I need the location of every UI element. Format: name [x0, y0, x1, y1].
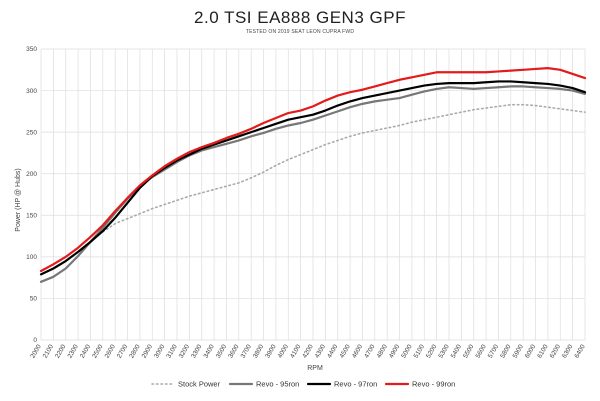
- x-tick-label: 5700: [487, 343, 500, 359]
- y-tick-label: 50: [30, 296, 38, 303]
- y-tick-label: 300: [26, 88, 37, 95]
- x-tick-label: 5800: [499, 343, 512, 359]
- x-tick-label: 2500: [91, 343, 104, 359]
- x-tick-label: 6100: [536, 343, 549, 359]
- y-tick-label: 200: [26, 171, 37, 178]
- x-tick-label: 3700: [240, 343, 253, 359]
- x-tick-label: 2900: [141, 343, 154, 359]
- x-tick-label: 5600: [475, 343, 488, 359]
- y-tick-label: 150: [26, 212, 37, 219]
- legend-label: Revo - 99ron: [412, 380, 455, 389]
- x-tick-label: 6200: [549, 343, 562, 359]
- x-tick-label: 2000: [29, 343, 42, 359]
- x-tick-label: 3400: [203, 343, 216, 359]
- x-tick-label: 2300: [67, 343, 80, 359]
- x-tick-label: 6400: [573, 343, 586, 359]
- x-tick-label: 6300: [561, 343, 574, 359]
- x-tick-label: 6000: [524, 343, 537, 359]
- x-tick-label: 2400: [79, 343, 92, 359]
- legend: Stock Power Revo - 95ron Revo - 97ron Revo …: [151, 380, 455, 389]
- x-tick-label: 3800: [252, 343, 265, 359]
- x-tick-label: 3900: [264, 343, 277, 359]
- x-tick-label: 5000: [400, 343, 413, 359]
- x-tick-label: 3300: [190, 343, 203, 359]
- x-tick-label: 4500: [339, 343, 352, 359]
- x-tick-label: 2100: [42, 343, 55, 359]
- series-line-revo-99ron: [39, 67, 587, 273]
- y-tick-label: 0: [33, 337, 37, 344]
- x-tick-label: 2200: [54, 343, 67, 359]
- x-tick-label: 3200: [178, 343, 191, 359]
- x-tick-label: 5100: [413, 343, 426, 359]
- x-tick-label: 5900: [512, 343, 525, 359]
- chart-subtitle: TESTED ON 2019 SEAT LEON CUPRA FWD: [245, 29, 355, 35]
- x-axis-ticks: 2000 2100 2200 2300 2400 2500 2600 2700 2800 2900…: [29, 343, 586, 359]
- legend-label: Revo - 95ron: [256, 380, 299, 389]
- x-tick-label: 5400: [450, 343, 463, 359]
- y-tick-label: 100: [26, 254, 37, 261]
- x-tick-label: 2800: [128, 343, 141, 359]
- y-axis-ticks: 0 50 100 150 200 250 300 350: [26, 46, 37, 344]
- x-tick-label: 4600: [351, 343, 364, 359]
- series-lines: [39, 67, 587, 283]
- x-tick-label: 3000: [153, 343, 166, 359]
- y-axis-label: Power (HP @ Hubs): [15, 168, 22, 231]
- x-tick-label: 5500: [462, 343, 475, 359]
- x-tick-label: 5300: [437, 343, 450, 359]
- x-tick-label: 4000: [277, 343, 290, 359]
- x-tick-label: 3600: [227, 343, 240, 359]
- y-tick-label: 350: [26, 46, 37, 53]
- series-line-revo-97ron: [39, 80, 587, 276]
- x-tick-label: 4900: [388, 343, 401, 359]
- x-tick-label: 4800: [376, 343, 389, 359]
- chart-grid: [40, 48, 586, 341]
- chart-title: 2.0 TSI EA888 GEN3 GPF: [194, 8, 406, 27]
- legend-label: Revo - 97ron: [334, 380, 377, 389]
- x-tick-label: 4400: [326, 343, 339, 359]
- x-tick-label: 3500: [215, 343, 228, 359]
- x-tick-label: 2600: [104, 343, 117, 359]
- legend-label: Stock Power: [178, 380, 221, 389]
- x-tick-label: 4300: [314, 343, 327, 359]
- series-line-stock-power: [102, 103, 586, 233]
- x-axis-label: RPM: [307, 365, 323, 372]
- x-tick-label: 4200: [301, 343, 314, 359]
- x-tick-label: 3100: [165, 343, 178, 359]
- x-tick-label: 5200: [425, 343, 438, 359]
- x-tick-label: 4100: [289, 343, 302, 359]
- x-tick-label: 2700: [116, 343, 129, 359]
- y-tick-label: 250: [26, 129, 37, 136]
- x-tick-label: 4700: [363, 343, 376, 359]
